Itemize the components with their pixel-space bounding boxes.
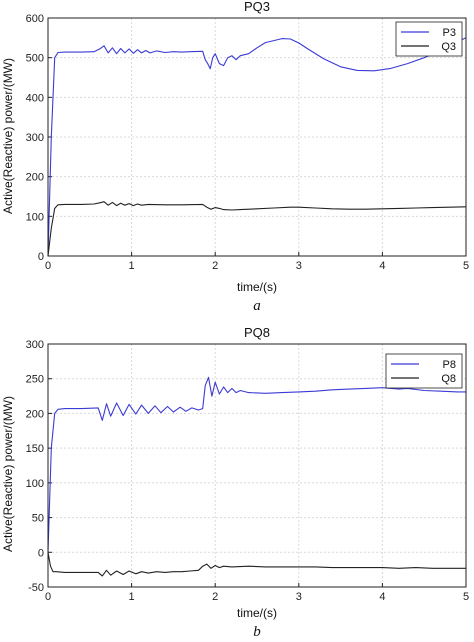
- y-tick-label: 150: [26, 443, 44, 455]
- plot-frame: [47, 17, 467, 257]
- y-tick-label: 0: [38, 251, 44, 263]
- y-tick-label: 300: [26, 132, 44, 144]
- series-line-q3: [47, 201, 467, 257]
- x-tick-label: 0: [45, 260, 51, 272]
- x-axis-label: time/(s): [237, 280, 277, 294]
- series-line-q8: [47, 552, 466, 577]
- y-tick-label: 400: [26, 92, 44, 104]
- y-tick-label: 300: [26, 339, 44, 351]
- y-tick-label: -50: [28, 582, 44, 594]
- panel-caption: b: [253, 624, 261, 640]
- y-axis-label: Active(Reactive) power/(MW): [1, 396, 15, 552]
- x-tick-label: 2: [212, 260, 218, 272]
- legend-box: [395, 21, 463, 57]
- y-tick-label: 600: [26, 13, 44, 25]
- y-tick-label: 200: [26, 408, 44, 420]
- y-tick-label: 100: [26, 211, 44, 223]
- chart-panel-a: PQ3 Active(Reactive) power/(MW) time/(s)…: [1, 0, 469, 314]
- y-tick-label: 100: [26, 478, 44, 490]
- chart-title: PQ8: [244, 325, 270, 340]
- y-tick-label: 500: [26, 53, 44, 65]
- y-tick-label: 250: [26, 374, 44, 386]
- panel-caption: a: [253, 298, 261, 314]
- plot-frame: [47, 343, 467, 588]
- series-line-p3: [47, 37, 467, 257]
- x-tick-label: 4: [379, 260, 385, 272]
- legend-label-p8: P8: [443, 359, 456, 371]
- y-tick-label: 200: [26, 172, 44, 184]
- x-tick-label: 3: [296, 260, 302, 272]
- x-tick-label: 1: [129, 591, 135, 603]
- y-axis-label: Active(Reactive) power/(MW): [1, 58, 15, 214]
- x-tick-label: 3: [296, 591, 302, 603]
- x-axis-label: time/(s): [237, 606, 277, 620]
- series-line-p8: [47, 376, 466, 553]
- x-tick-label: 1: [129, 260, 135, 272]
- x-tick-label: 0: [45, 591, 51, 603]
- x-tick-label: 2: [212, 591, 218, 603]
- legend-label-q8: Q8: [441, 373, 456, 385]
- x-tick-label: 5: [463, 591, 469, 603]
- legend-box: [385, 353, 463, 389]
- legend-label-q3: Q3: [441, 41, 456, 53]
- x-tick-label: 4: [379, 591, 385, 603]
- legend-label-p3: P3: [443, 27, 456, 39]
- x-tick-label: 5: [463, 260, 469, 272]
- y-tick-label: 50: [32, 513, 44, 525]
- y-tick-label: 0: [38, 547, 44, 559]
- chart-title: PQ3: [244, 0, 270, 14]
- chart-panel-b: PQ8 Active(Reactive) power/(MW) time/(s)…: [1, 325, 469, 640]
